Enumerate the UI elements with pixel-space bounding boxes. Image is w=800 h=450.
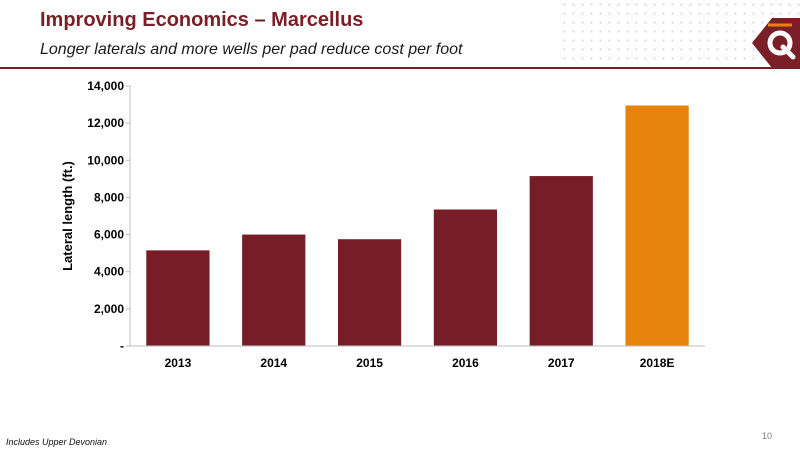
bar <box>242 234 306 346</box>
x-tick-label: 2015 <box>356 356 383 370</box>
y-tick-label: 8,000 <box>94 190 124 204</box>
bar <box>433 209 498 346</box>
x-tick-label: 2018E <box>640 356 675 370</box>
bar <box>146 250 210 346</box>
bar <box>625 105 689 346</box>
bar <box>337 239 402 346</box>
x-tick-label: 2016 <box>452 356 479 370</box>
x-tick-label: 2013 <box>165 356 192 370</box>
y-tick-label: 4,000 <box>94 265 124 279</box>
bar <box>529 176 593 346</box>
page-number: 10 <box>761 431 772 441</box>
y-tick-label: 6,000 <box>94 228 124 242</box>
slide-subtitle: Longer laterals and more wells per pad r… <box>40 41 463 58</box>
y-tick-label: 14,000 <box>87 79 124 93</box>
company-logo <box>752 18 800 68</box>
y-tick-label: 12,000 <box>87 116 124 130</box>
logo-ring <box>767 30 793 56</box>
title-divider <box>0 67 800 69</box>
x-tick-label: 2014 <box>260 356 287 370</box>
y-axis-title: Lateral length (ft.) <box>60 161 75 271</box>
y-tick-label: 2,000 <box>94 302 124 316</box>
logo-tail <box>780 44 796 60</box>
x-tick-label: 2017 <box>548 356 575 370</box>
y-tick-label: - <box>120 339 124 353</box>
footnote: Includes Upper Devonian <box>6 437 108 447</box>
y-tick-label: 10,000 <box>87 153 124 167</box>
slide-title: Improving Economics – Marcellus <box>40 9 364 31</box>
